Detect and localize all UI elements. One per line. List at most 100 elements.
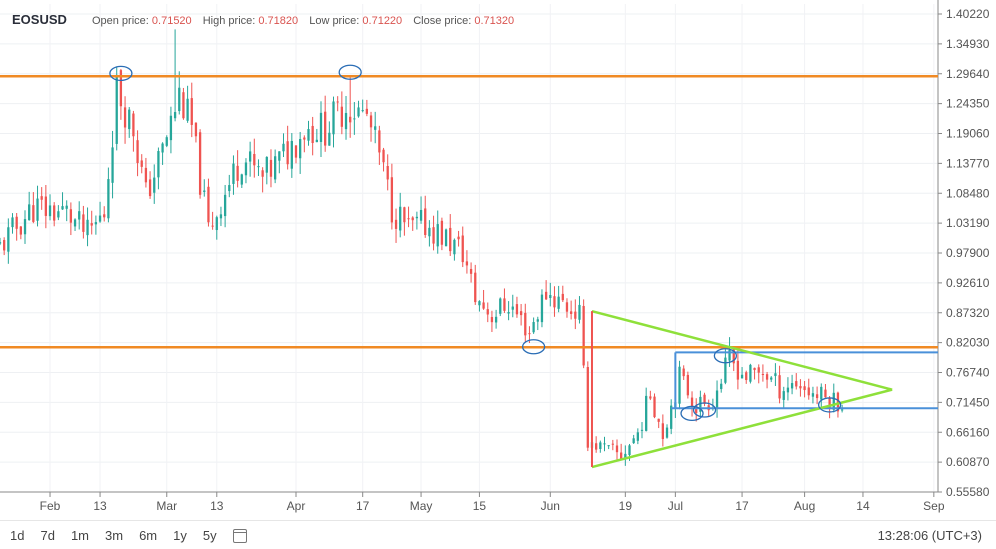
candle [182, 87, 185, 120]
candle-body [411, 217, 414, 221]
price-chart: 1.40220 1.34930 1.29640 1.24350 1.19060 1.137… [0, 0, 990, 513]
x-tick-label: Jun [541, 499, 560, 513]
candle [378, 125, 381, 165]
x-tick-label: 17 [356, 499, 370, 513]
candle-body [478, 301, 481, 306]
candle [828, 396, 831, 419]
x-tick-label: Mar [156, 499, 177, 513]
candle-body [353, 118, 356, 120]
candle [686, 371, 690, 399]
range-1m[interactable]: 1m [70, 528, 89, 543]
candle [340, 91, 343, 135]
candle [369, 111, 373, 142]
candle-body [507, 312, 510, 314]
candle-body [499, 298, 502, 314]
candle [815, 386, 819, 405]
candle-body [215, 217, 218, 231]
calendar-icon[interactable] [232, 529, 247, 543]
candle-body [436, 224, 439, 247]
candle-body [515, 304, 519, 315]
range-selector: 1d 7d 1m 3m 6m 1y 5y [10, 528, 263, 543]
candle-body [703, 394, 706, 404]
candle [449, 214, 452, 256]
candle [7, 218, 10, 264]
range-1y[interactable]: 1y [173, 528, 187, 543]
candle-body [349, 116, 352, 123]
candle-body [369, 115, 373, 128]
close-value: 0.71320 [474, 15, 515, 27]
candle [394, 208, 398, 243]
candle [186, 85, 189, 123]
candle-body [307, 129, 310, 141]
candle-body [328, 132, 331, 146]
candle [803, 380, 806, 398]
candle [544, 280, 548, 301]
candle-body [194, 122, 198, 137]
candle [178, 71, 181, 115]
low-label: Low price: [309, 15, 360, 27]
candle-body [324, 111, 327, 146]
candle [670, 399, 673, 435]
candle [703, 392, 706, 407]
candle [61, 192, 64, 210]
candle-body [740, 374, 744, 379]
candle-body [815, 394, 819, 399]
candle-body [128, 109, 131, 130]
range-1d[interactable]: 1d [10, 528, 25, 543]
candle-body [820, 386, 823, 400]
candle [357, 100, 360, 118]
range-3m[interactable]: 3m [105, 528, 124, 543]
candle [640, 422, 644, 439]
candle-body [61, 206, 64, 210]
y-tick-label: 0.55580 [946, 485, 990, 499]
candle [557, 285, 560, 313]
candle [415, 211, 419, 230]
x-tick-label: 13 [210, 499, 224, 513]
range-6m[interactable]: 6m [139, 528, 158, 543]
candle-body [469, 268, 473, 274]
candle [65, 200, 68, 222]
candle-body [7, 227, 10, 252]
candle [795, 373, 798, 390]
candle-body [78, 211, 81, 220]
candle-body [286, 141, 289, 165]
candle [365, 99, 369, 117]
candle-body [424, 208, 427, 236]
candle-body [173, 112, 177, 119]
candle [161, 142, 164, 165]
candle [215, 215, 218, 240]
range-5y[interactable]: 5y [202, 528, 217, 543]
candle-body [778, 375, 781, 399]
candle [169, 106, 173, 154]
candle [144, 157, 148, 188]
candle-body [795, 381, 798, 387]
range-7d[interactable]: 7d [40, 528, 55, 543]
candle-body [511, 306, 514, 310]
candle-body [440, 220, 444, 245]
candle-body [611, 443, 614, 445]
y-tick-label: 1.19060 [946, 127, 990, 141]
bottom-toolbar: 1d 7d 1m 3m 6m 1y 5y 13:28:06 (UTC+3) [0, 520, 996, 549]
candle [23, 210, 27, 244]
candle [569, 300, 573, 320]
candle [240, 173, 243, 188]
candle-body [428, 227, 431, 237]
candle-body [624, 453, 627, 460]
candle [695, 398, 698, 422]
candle [524, 303, 527, 342]
candle-body [165, 137, 168, 146]
candle [820, 383, 823, 409]
candle [736, 350, 740, 390]
candle-body [620, 452, 623, 459]
candle [278, 151, 281, 174]
candle [574, 299, 577, 330]
y-tick-label: 1.24350 [946, 97, 990, 111]
candle-body [211, 225, 214, 227]
candle-body [432, 227, 435, 244]
candle-body [111, 147, 114, 183]
chart-header: EOSUSD Open price: 0.71520 High price: 0… [12, 12, 514, 27]
candle [607, 445, 610, 450]
candle [682, 365, 685, 380]
candle-body [453, 239, 456, 255]
candle-body [549, 294, 552, 299]
